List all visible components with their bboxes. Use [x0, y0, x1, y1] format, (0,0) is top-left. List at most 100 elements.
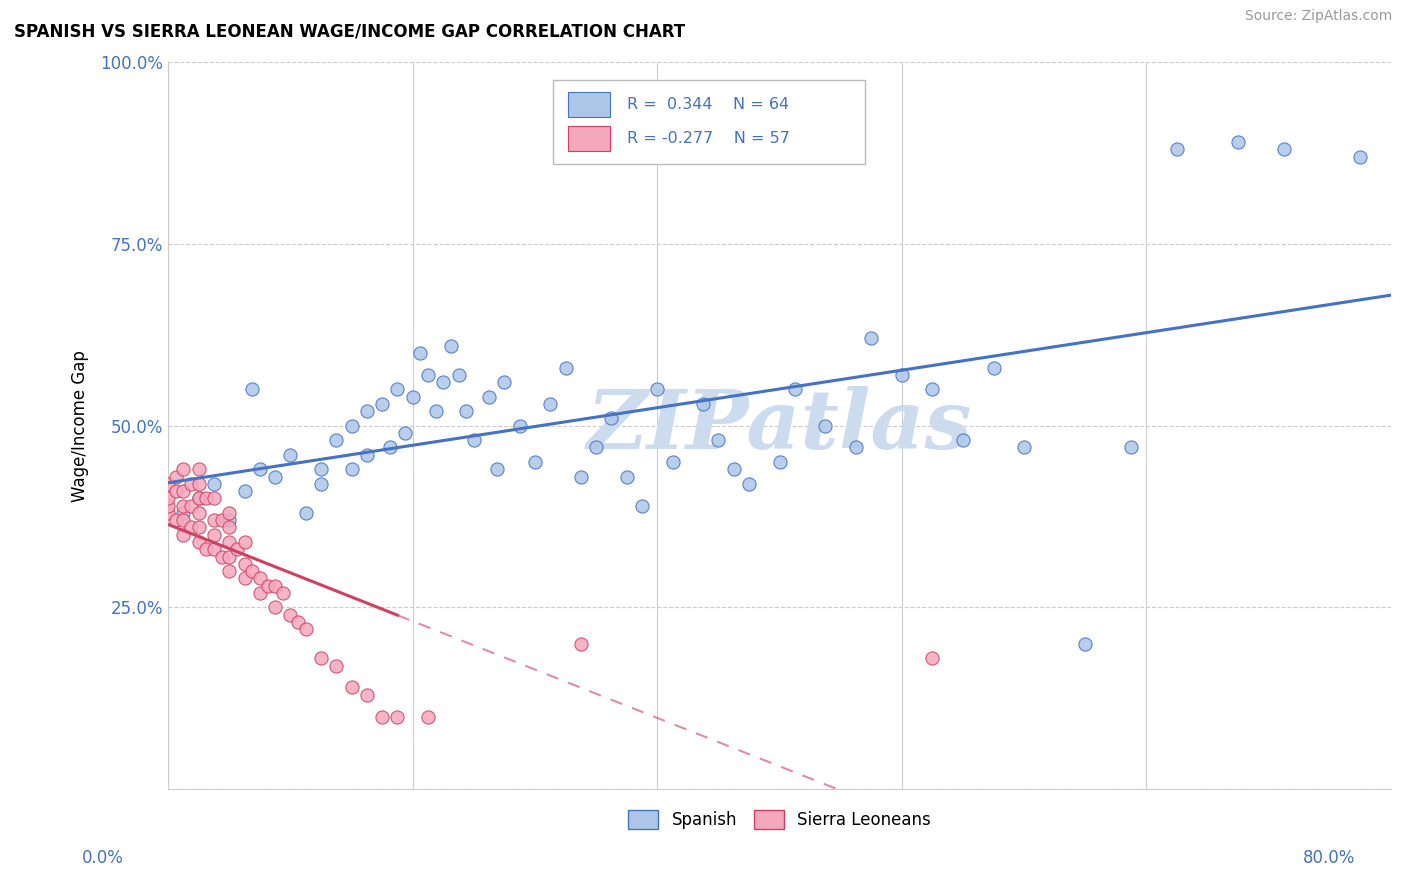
Point [180, 520, 202, 534]
Point [952, 434, 974, 448]
Point [616, 469, 638, 483]
Point [157, 491, 180, 506]
Point [1350, 150, 1372, 164]
Point [202, 491, 225, 506]
Point [218, 520, 240, 534]
Point [768, 455, 790, 469]
Point [218, 564, 240, 578]
Point [211, 513, 233, 527]
Point [340, 418, 363, 433]
Point [165, 513, 187, 527]
Point [783, 382, 806, 396]
Text: 0.0%: 0.0% [82, 849, 124, 867]
Point [287, 615, 309, 629]
Point [187, 506, 209, 520]
Point [211, 549, 233, 564]
Point [226, 542, 249, 557]
Point [1227, 135, 1250, 149]
Text: R =  0.344    N = 64: R = 0.344 N = 64 [627, 97, 789, 112]
Point [554, 360, 576, 375]
Point [425, 404, 447, 418]
Point [463, 434, 485, 448]
Point [432, 375, 454, 389]
Point [569, 637, 592, 651]
Point [187, 535, 209, 549]
Point [692, 397, 714, 411]
Point [1012, 441, 1035, 455]
Point [157, 506, 180, 520]
Point [890, 368, 912, 382]
Point [233, 535, 256, 549]
Point [173, 527, 195, 541]
Point [249, 586, 271, 600]
Text: R = -0.277    N = 57: R = -0.277 N = 57 [627, 131, 790, 146]
Point [187, 520, 209, 534]
Point [1121, 441, 1143, 455]
Point [494, 375, 516, 389]
Point [340, 462, 363, 476]
Point [218, 513, 240, 527]
Point [157, 476, 180, 491]
Point [218, 535, 240, 549]
Point [294, 622, 316, 636]
Point [165, 469, 187, 483]
Point [371, 709, 394, 723]
Point [218, 506, 240, 520]
Point [294, 506, 316, 520]
Point [249, 462, 271, 476]
Point [202, 542, 225, 557]
Text: 80.0%: 80.0% [1302, 849, 1355, 867]
Point [187, 491, 209, 506]
Point [233, 571, 256, 585]
Point [271, 586, 294, 600]
Point [180, 476, 202, 491]
Point [402, 390, 425, 404]
Point [195, 542, 218, 557]
Legend: Spanish, Sierra Leoneans: Spanish, Sierra Leoneans [621, 803, 938, 836]
Point [280, 448, 302, 462]
Point [356, 688, 378, 702]
Point [814, 418, 837, 433]
Point [983, 360, 1005, 375]
FancyBboxPatch shape [554, 80, 865, 164]
Point [195, 491, 218, 506]
Point [921, 651, 943, 665]
Point [325, 658, 347, 673]
Point [416, 709, 439, 723]
Point [264, 469, 287, 483]
Point [538, 397, 561, 411]
Y-axis label: Wage/Income Gap: Wage/Income Gap [72, 350, 89, 501]
Point [202, 476, 225, 491]
FancyBboxPatch shape [568, 92, 610, 117]
Text: ZIPatlas: ZIPatlas [586, 385, 973, 466]
Point [356, 448, 378, 462]
Point [187, 491, 209, 506]
Point [173, 506, 195, 520]
Point [240, 564, 263, 578]
Point [707, 434, 730, 448]
Point [921, 382, 943, 396]
Point [394, 425, 416, 440]
Point [371, 397, 394, 411]
Point [180, 499, 202, 513]
Point [165, 484, 187, 499]
Point [478, 390, 501, 404]
Point [845, 441, 868, 455]
Point [600, 411, 623, 425]
Point [860, 331, 883, 345]
Point [509, 418, 531, 433]
Point [256, 579, 278, 593]
Point [157, 499, 180, 513]
Point [485, 462, 508, 476]
Point [661, 455, 683, 469]
Point [309, 462, 332, 476]
Point [416, 368, 439, 382]
Point [240, 382, 263, 396]
Point [631, 499, 654, 513]
Point [202, 527, 225, 541]
Point [647, 382, 669, 396]
Point [280, 607, 302, 622]
Point [325, 434, 347, 448]
Point [264, 600, 287, 615]
Point [173, 513, 195, 527]
